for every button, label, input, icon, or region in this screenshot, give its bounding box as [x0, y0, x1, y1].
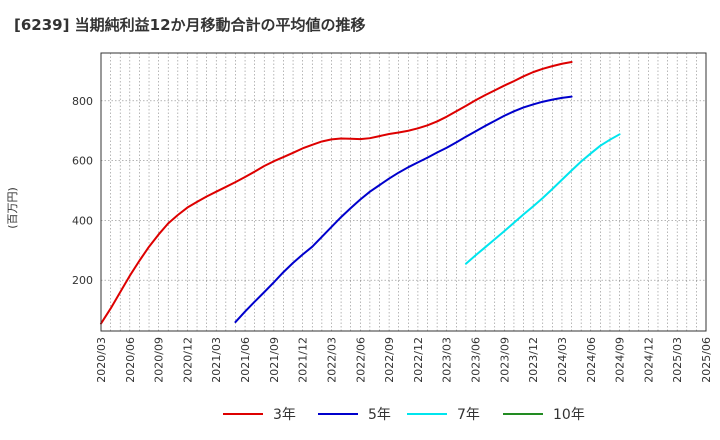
x-tick-label: 2021/06: [239, 337, 252, 383]
x-tick-label: 2020/06: [124, 337, 137, 383]
y-tick-label: 400: [72, 214, 93, 227]
legend-label: 7年: [457, 407, 480, 423]
legend-label: 10年: [553, 407, 585, 423]
legend-item: 7年: [407, 402, 480, 426]
legend-swatch: [318, 413, 358, 415]
legend-label: 5年: [368, 407, 391, 423]
x-tick-label: 2022/03: [325, 337, 338, 383]
legend-item: 5年: [318, 402, 391, 426]
grid-layer: [101, 53, 706, 331]
x-tick-label: 2023/12: [527, 337, 540, 383]
x-tick-label: 2023/06: [470, 337, 483, 383]
x-tick-label: 2024/09: [614, 337, 627, 383]
x-tick-label: 2021/09: [268, 337, 281, 383]
x-tick-label: 2020/03: [95, 337, 108, 383]
legend-swatch: [223, 413, 263, 415]
series-line-2: [234, 95, 573, 324]
y-tick-label: 800: [72, 95, 93, 108]
legend-label: 3年: [273, 407, 296, 423]
legend-item: 10年: [503, 402, 585, 426]
plot-frame: [100, 52, 707, 332]
x-tick-label: 2020/09: [153, 337, 166, 383]
legend-swatch: [407, 413, 447, 415]
x-tick-label: 2025/03: [671, 337, 684, 383]
x-tick-label: 2024/03: [556, 337, 569, 383]
x-tick-labels: 2020/03 2020/06 2020/09 2020/12 2021/03 2021/…: [95, 337, 713, 383]
chart-title: [6239] 当期純利益12か月移動合計の平均値の推移: [14, 16, 366, 34]
legend-item: 3年: [223, 402, 296, 426]
x-tick-label: 2024/06: [585, 337, 598, 383]
x-tick-label: 2025/06: [700, 337, 713, 383]
y-tick-label: 200: [72, 274, 93, 287]
y-tick-label: 600: [72, 155, 93, 168]
x-tick-label: 2020/12: [181, 337, 194, 383]
x-tick-label: 2023/09: [498, 337, 511, 383]
x-tick-label: 2022/06: [354, 337, 367, 383]
x-tick-label: 2021/12: [297, 337, 310, 383]
series-line-1: [100, 60, 573, 325]
x-tick-label: 2022/09: [383, 337, 396, 383]
x-tick-label: 2021/03: [210, 337, 223, 383]
x-tick-label: 2024/12: [642, 337, 655, 383]
x-tick-label: 2022/12: [412, 337, 425, 383]
legend: 3年 5年 7年 10年: [0, 402, 720, 426]
y-tick-labels: 200 400 600 800: [72, 95, 93, 287]
x-tick-label: 2023/03: [441, 337, 454, 383]
series-layer: [100, 60, 621, 325]
legend-swatch: [503, 413, 543, 415]
series-line-3: [464, 133, 621, 265]
